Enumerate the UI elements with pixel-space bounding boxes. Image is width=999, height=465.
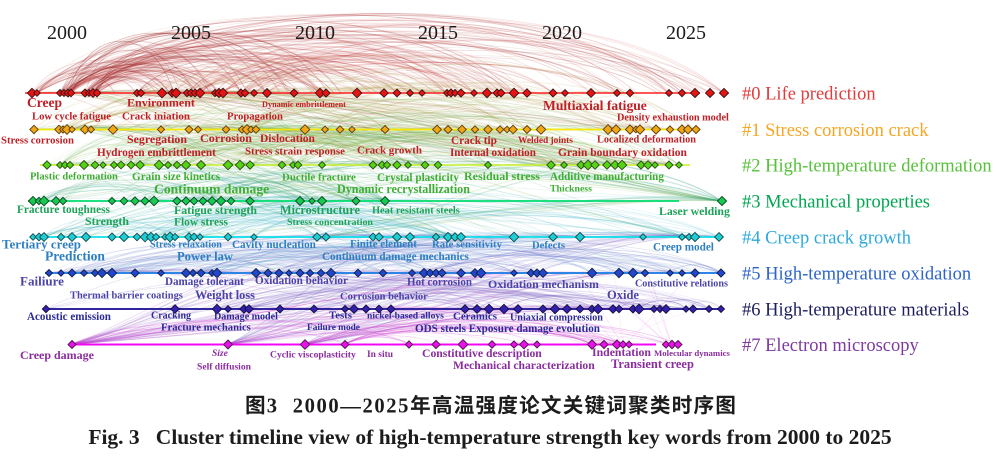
svg-text:Finite element: Finite element <box>350 239 417 251</box>
svg-text:Localized deformation: Localized deformation <box>597 135 696 146</box>
svg-text:Failure mode: Failure mode <box>307 323 360 333</box>
svg-text:Additive manufacturing: Additive manufacturing <box>550 171 664 183</box>
svg-text:Mechanical characterization: Mechanical characterization <box>453 359 595 372</box>
svg-text:Crack growth: Crack growth <box>357 145 422 157</box>
svg-text:Continuum damage mechanics: Continuum damage mechanics <box>322 251 470 263</box>
svg-text:Crack tip: Crack tip <box>451 135 497 147</box>
svg-text:Failiure: Failiure <box>20 273 64 288</box>
svg-text:Fatigue strength: Fatigue strength <box>174 203 257 217</box>
svg-text:Stress corrosion: Stress corrosion <box>1 135 74 147</box>
svg-text:Cracking: Cracking <box>151 310 191 321</box>
svg-text:#2 High-temperature deformatio: #2 High-temperature deformation <box>742 157 992 177</box>
svg-text:Crystal plasticity: Crystal plasticity <box>377 172 459 184</box>
svg-text:Cavity nucleation: Cavity nucleation <box>232 239 317 251</box>
svg-text:Hydrogen embrittlement: Hydrogen embrittlement <box>97 147 216 159</box>
svg-text:Oxidation behavior: Oxidation behavior <box>255 275 348 287</box>
svg-text:Oxide: Oxide <box>607 288 639 302</box>
svg-text:2005: 2005 <box>171 22 211 44</box>
svg-text:Crack iniation: Crack iniation <box>122 111 190 123</box>
svg-text:Strength: Strength <box>85 214 129 228</box>
svg-text:2000—2025: 2000—2025 <box>293 396 410 418</box>
svg-text:Fracture toughness: Fracture toughness <box>17 204 110 216</box>
svg-text:Stress strain response: Stress strain response <box>245 146 345 158</box>
svg-text:Hot corrosion: Hot corrosion <box>407 277 472 289</box>
svg-text:Thickness: Thickness <box>550 183 592 194</box>
svg-text:Segregation: Segregation <box>127 132 187 146</box>
svg-text:Corrosion behavior: Corrosion behavior <box>340 292 428 303</box>
svg-text:Stress relaxation: Stress relaxation <box>150 239 222 250</box>
svg-text:2015: 2015 <box>418 22 458 44</box>
svg-text:#0 Life prediction: #0 Life prediction <box>742 85 876 105</box>
svg-text:Ductile fracture: Ductile fracture <box>282 172 356 184</box>
svg-text:In situ: In situ <box>367 350 393 360</box>
svg-text:Prediction: Prediction <box>45 249 105 264</box>
svg-text:2025: 2025 <box>666 22 706 44</box>
svg-text:Tests: Tests <box>329 310 352 322</box>
svg-text:Plastic deformation: Plastic deformation <box>30 172 118 183</box>
svg-text:Low cycle fatigue: Low cycle fatigue <box>32 112 111 123</box>
svg-text:Stress concentration: Stress concentration <box>287 217 373 228</box>
svg-text:Rate sensitivity: Rate sensitivity <box>432 239 503 251</box>
svg-text:Transient creep: Transient creep <box>611 357 694 371</box>
svg-text:Uniaxial compression: Uniaxial compression <box>510 312 603 323</box>
svg-text:Grain size kinetics: Grain size kinetics <box>132 171 221 183</box>
svg-text:Constitutive description: Constitutive description <box>422 347 542 360</box>
svg-text:Molecular dynamics: Molecular dynamics <box>654 348 731 358</box>
svg-text:Indentation: Indentation <box>592 345 651 359</box>
svg-text:Propagation: Propagation <box>227 112 283 123</box>
svg-text:3: 3 <box>267 396 279 418</box>
svg-text:Multiaxial fatigue: Multiaxial fatigue <box>543 98 647 113</box>
svg-text:#3 Mechanical properties: #3 Mechanical properties <box>742 193 930 213</box>
svg-text:2010: 2010 <box>295 22 335 44</box>
svg-text:Cyclic viscoplasticity: Cyclic viscoplasticity <box>270 349 356 360</box>
svg-text:Laser welding: Laser welding <box>659 204 730 218</box>
svg-text:Dynamic recrystallization: Dynamic recrystallization <box>337 182 470 196</box>
svg-text:Thermal barrier coatings: Thermal barrier coatings <box>70 291 183 302</box>
svg-text:nickel-based alloys: nickel-based alloys <box>367 310 444 321</box>
svg-text:Environment: Environment <box>127 96 195 110</box>
svg-text:Defects: Defects <box>532 241 565 252</box>
svg-text:Fig. 3 Cluster timeline view: Fig. 3 Cluster timeline view of high-tem… <box>88 425 891 449</box>
svg-text:Corrosion: Corrosion <box>200 131 252 145</box>
svg-text:Dislocation: Dislocation <box>260 133 316 145</box>
svg-text:Density exhaustion model: Density exhaustion model <box>617 113 729 124</box>
svg-text:Residual stress: Residual stress <box>464 169 540 183</box>
svg-text:#6 High-temperature materials: #6 High-temperature materials <box>742 301 969 321</box>
svg-text:ODS steels Exposure damage evo: ODS steels Exposure damage evolution <box>415 323 601 335</box>
svg-text:Creep damage: Creep damage <box>20 348 94 362</box>
svg-text:Dynamic embrittlement: Dynamic embrittlement <box>262 100 346 109</box>
svg-text:Self diffusion: Self diffusion <box>197 361 252 372</box>
svg-text:Creep: Creep <box>27 95 62 110</box>
svg-text:Creep model: Creep model <box>653 241 714 253</box>
svg-text:Weight loss: Weight loss <box>195 288 255 302</box>
svg-text:Microstructure: Microstructure <box>280 203 360 217</box>
svg-text:Constitutive relations: Constitutive relations <box>635 278 728 289</box>
svg-text:Welded joints: Welded joints <box>518 136 573 146</box>
svg-text:Damage model: Damage model <box>214 311 278 322</box>
svg-text:Damage tolerant: Damage tolerant <box>165 276 244 288</box>
svg-text:Internal oxidation: Internal oxidation <box>450 147 536 159</box>
svg-text:Tertiary creep: Tertiary creep <box>2 236 81 251</box>
svg-text:#5 High-temperature oxidation: #5 High-temperature oxidation <box>742 265 971 285</box>
svg-text:#7 Electron microscopy: #7 Electron microscopy <box>742 336 919 356</box>
svg-text:Fracture mechanics: Fracture mechanics <box>161 323 251 334</box>
svg-text:Size: Size <box>212 349 229 359</box>
svg-text:Heat resistant steels: Heat resistant steels <box>372 206 460 217</box>
svg-text:Oxidation mechanism: Oxidation mechanism <box>488 277 599 291</box>
svg-text:2020: 2020 <box>542 22 582 44</box>
svg-text:#4 Creep crack growth: #4 Creep crack growth <box>742 229 911 249</box>
svg-text:2000: 2000 <box>47 22 87 44</box>
svg-text:#1 Stress corrosion crack: #1 Stress corrosion crack <box>742 121 929 141</box>
svg-text:Acoustic emission: Acoustic emission <box>27 311 111 323</box>
svg-text:Ceramics: Ceramics <box>453 311 497 323</box>
svg-text:Flow stress: Flow stress <box>174 216 229 228</box>
svg-text:Power law: Power law <box>177 249 233 263</box>
svg-text:Grain boundary oxidation: Grain boundary oxidation <box>558 147 688 159</box>
svg-text:Continuum damage: Continuum damage <box>154 182 269 197</box>
